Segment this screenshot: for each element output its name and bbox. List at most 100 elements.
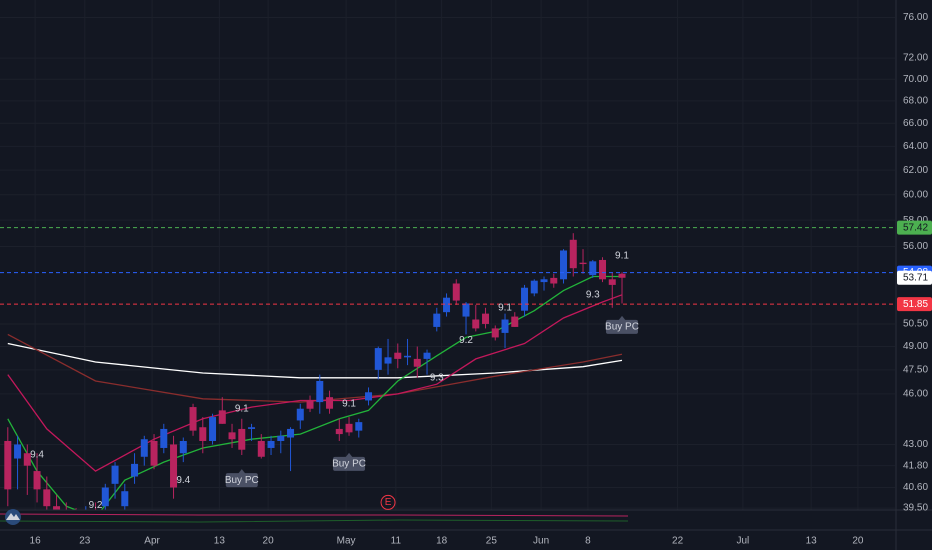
candle-body <box>462 303 470 317</box>
candle-body <box>423 352 431 359</box>
candle-body <box>199 427 207 441</box>
y-tick-label: 46.00 <box>903 389 928 400</box>
candle-body <box>33 471 41 490</box>
candle-body <box>618 273 626 278</box>
y-tick-label: 41.80 <box>903 460 928 471</box>
callout-box <box>225 473 258 488</box>
candle-body <box>482 313 490 324</box>
y-tick-label: 40.60 <box>903 482 928 493</box>
candle-body <box>443 297 451 313</box>
y-tick-label: 66.00 <box>903 118 928 129</box>
candle-body <box>511 316 519 327</box>
axes: 76.00 72.00 70.00 68.00 66.00 64.00 62.00 60.00… <box>30 12 932 547</box>
signal-label: 9.2 <box>459 335 473 346</box>
candle-body <box>267 440 275 448</box>
y-tick-label: 76.00 <box>903 12 928 23</box>
candle-body <box>287 428 295 438</box>
candle-body <box>228 432 236 440</box>
callout-pointer <box>345 452 354 458</box>
candle-body <box>4 440 12 490</box>
candle-body <box>540 279 548 283</box>
candle-body <box>521 287 529 311</box>
price-tag <box>897 297 932 312</box>
y-tick-label: 49.00 <box>903 341 928 352</box>
moving-average-line <box>7 294 623 472</box>
price-tag <box>897 220 932 235</box>
candle-body <box>579 262 587 265</box>
signal-label: 9.1 <box>615 251 629 262</box>
x-tick-label: 8 <box>585 536 591 547</box>
candle-body <box>189 407 197 431</box>
callout-text: Buy PC <box>332 459 366 470</box>
x-tick-label: 25 <box>486 536 498 547</box>
candle-body <box>491 328 499 338</box>
candle-body <box>277 435 285 441</box>
candle-body <box>248 427 256 429</box>
candle-body <box>365 392 373 401</box>
moving-average-line <box>7 333 623 403</box>
candle-body <box>23 453 31 466</box>
plot-area <box>0 227 895 510</box>
candle-body <box>355 422 363 431</box>
x-tick-label: 13 <box>214 536 226 547</box>
y-tick-label: 70.00 <box>903 74 928 85</box>
candle-body <box>306 400 314 409</box>
x-tick-label: Apr <box>144 536 160 547</box>
candle-body <box>218 410 226 424</box>
y-tick-label: 68.00 <box>903 96 928 107</box>
candle-body <box>53 506 61 510</box>
y-tick-label: 64.00 <box>903 141 928 152</box>
candle-body <box>140 439 148 457</box>
y-tick-label: 39.50 <box>903 503 928 514</box>
y-tick-label: 62.00 <box>903 165 928 176</box>
candle-body <box>121 491 129 507</box>
signal-label: 9.3 <box>586 289 600 300</box>
candle-body <box>345 423 353 433</box>
signal-label: 9.1 <box>342 398 356 409</box>
x-tick-label: 18 <box>436 536 448 547</box>
x-tick-label: 20 <box>263 536 275 547</box>
x-tick-label: May <box>337 536 356 547</box>
y-tick-label: 60.00 <box>903 189 928 200</box>
grid <box>0 0 895 510</box>
x-tick-label: 20 <box>852 536 864 547</box>
candle-body <box>101 487 109 507</box>
y-tick-label: 72.00 <box>903 53 928 64</box>
x-tick-label: 23 <box>79 536 91 547</box>
y-tick-label: 47.50 <box>903 364 928 375</box>
candle-body <box>160 428 168 448</box>
y-tick-label: 56.00 <box>903 241 928 252</box>
callout-text: Buy PC <box>605 322 639 333</box>
candle-body <box>560 250 568 280</box>
callout-pointer <box>237 469 246 475</box>
candle-body <box>569 239 577 269</box>
candle-body <box>150 440 158 466</box>
logo <box>5 509 21 525</box>
y-tick-label: 50.50 <box>903 319 928 330</box>
signal-label: 9.1 <box>235 403 249 414</box>
indicator-line <box>0 513 629 517</box>
price-tag-label: 53.71 <box>903 272 928 283</box>
price-tag <box>897 270 932 285</box>
candle-body <box>374 348 382 370</box>
candle-body <box>433 313 441 327</box>
earnings-marker <box>380 494 396 510</box>
candle-body <box>335 428 343 435</box>
indicator-line <box>0 519 629 523</box>
signal-label: 9.2 <box>89 500 103 511</box>
candle-body <box>131 463 139 477</box>
x-tick-label: 11 <box>391 536 402 547</box>
candle-body <box>608 279 616 285</box>
candle-body <box>111 465 119 484</box>
candle-body <box>452 283 460 301</box>
candle-body <box>394 352 402 359</box>
candle-body <box>43 489 51 507</box>
candle-body <box>179 440 187 454</box>
x-tick-label: Jul <box>737 536 750 547</box>
x-tick-label: Jun <box>533 536 549 547</box>
signal-label: 9.4 <box>176 475 190 486</box>
signal-label: 9.3 <box>430 372 444 383</box>
